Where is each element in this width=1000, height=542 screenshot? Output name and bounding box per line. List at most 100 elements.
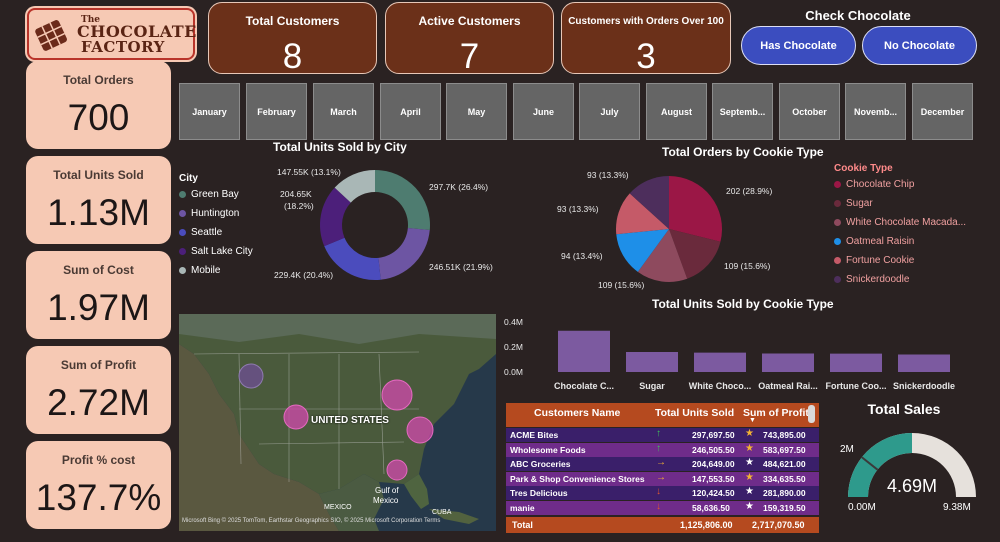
- slice-mobile[interactable]: [334, 170, 375, 203]
- bar-4[interactable]: [830, 353, 882, 372]
- legend-item[interactable]: Seattle: [179, 223, 253, 242]
- legend-dot: [834, 200, 841, 207]
- y-tick-label: 0.4M: [504, 317, 523, 327]
- legend-item[interactable]: White Chocolate Macada...: [834, 213, 966, 232]
- month-slicer-march[interactable]: March: [313, 83, 374, 140]
- month-slicer-december[interactable]: December: [912, 83, 973, 140]
- legend-item[interactable]: Mobile: [179, 261, 253, 280]
- data-label-salt-lake-a: 204.65K: [280, 189, 312, 199]
- month-slicer-january[interactable]: January: [179, 83, 240, 140]
- month-slicer-may[interactable]: May: [446, 83, 507, 140]
- city-chart-title: Total Units Sold by City: [273, 140, 407, 154]
- slice-snickerdoodle[interactable]: [629, 176, 669, 229]
- map-bubble[interactable]: [238, 363, 264, 389]
- trend-arrow-icon: ↓: [656, 500, 661, 512]
- map-label-united-states: UNITED STATES: [311, 415, 389, 426]
- month-slicer-october[interactable]: October: [779, 83, 840, 140]
- no-chocolate-button[interactable]: No Chocolate: [862, 26, 977, 65]
- bar-3[interactable]: [762, 353, 814, 373]
- kpi-card-sum-of-cost: Sum of Cost 1.97M: [26, 251, 171, 339]
- legend-item[interactable]: Salt Lake City: [179, 242, 253, 261]
- slice-oatmeal-raisin[interactable]: [616, 229, 669, 272]
- legend-item[interactable]: Fortune Cookie: [834, 251, 966, 270]
- bar-1[interactable]: [626, 352, 678, 372]
- month-slicer-june[interactable]: June: [513, 83, 574, 140]
- gauge-title: Total Sales: [867, 401, 941, 417]
- legend-item[interactable]: Huntington: [179, 204, 253, 223]
- bar-5[interactable]: [898, 354, 950, 373]
- slice-chocolate-chip[interactable]: [669, 176, 722, 242]
- table-row[interactable]: ACME Bites ↑ 297,697.50 ★ 743,895.00: [506, 428, 819, 442]
- data-label-white-chocolate: 109 (15.6%): [598, 280, 645, 290]
- data-label-fortune: 93 (13.3%): [557, 204, 599, 214]
- data-label-huntington: 246.51K (21.9%): [429, 262, 493, 272]
- data-label-chocolate-chip: 202 (28.9%): [726, 186, 773, 196]
- slice-seattle[interactable]: [324, 237, 381, 280]
- map-bubble[interactable]: [406, 416, 434, 444]
- x-tick-label: Sugar: [639, 381, 665, 391]
- rating-star-icon: ★: [745, 500, 754, 512]
- logo-text-line2: FACTORY: [81, 38, 165, 56]
- legend-item[interactable]: Oatmeal Raisin: [834, 232, 966, 251]
- profit-cell: 281,890.00: [763, 488, 806, 498]
- cookie-legend: Chocolate Chip Sugar White Chocolate Mac…: [834, 175, 966, 289]
- legend-label: Mobile: [191, 265, 221, 276]
- kpi-card-total-customers: Total Customers 8: [208, 2, 377, 76]
- gauge-target-marker: [861, 456, 879, 471]
- slice-huntington[interactable]: [378, 227, 430, 280]
- month-slicer-august[interactable]: August: [646, 83, 707, 140]
- legend-label: Snickerdoodle: [846, 274, 910, 285]
- kpi-label: Customers with Orders Over 100: [568, 16, 724, 27]
- legend-item[interactable]: Green Bay: [179, 185, 253, 204]
- legend-item[interactable]: Snickerdoodle: [834, 270, 966, 289]
- has-chocolate-button[interactable]: Has Chocolate: [741, 26, 856, 65]
- slice-fortune-cookie[interactable]: [616, 193, 669, 235]
- map-bubble[interactable]: [283, 404, 309, 430]
- map-bubble[interactable]: [386, 459, 408, 481]
- profit-cell: 743,895.00: [763, 430, 806, 440]
- legend-item[interactable]: Chocolate Chip: [834, 175, 966, 194]
- map-bubble-layer: [238, 363, 434, 481]
- gauge-fill: [848, 433, 912, 497]
- table-row[interactable]: Park & Shop Convenience Stores → 147,553.5…: [506, 471, 819, 486]
- map-background: [179, 314, 496, 531]
- month-slicer-february[interactable]: February: [246, 83, 307, 140]
- data-label-green-bay: 297.7K (26.4%): [429, 182, 489, 192]
- kpi-value: 8: [282, 37, 303, 76]
- slice-sugar[interactable]: [669, 229, 721, 279]
- month-slicer-september[interactable]: Septemb...: [712, 83, 773, 140]
- profit-cell: 484,621.00: [763, 459, 806, 469]
- profit-cell: 159,319.50: [763, 502, 806, 513]
- legend-item[interactable]: Sugar: [834, 194, 966, 213]
- table-row[interactable]: ABC Groceries → 204,649.00 ★ 484,621.00: [506, 457, 819, 471]
- table-row[interactable]: Tres Delicious ↓ 120,424.50 ★ 281,890.00: [506, 486, 819, 500]
- customer-map[interactable]: UNITED STATES MEXICO Gulf of Mexico CUBA…: [179, 314, 496, 531]
- legend-label: Fortune Cookie: [846, 255, 915, 266]
- legend-label: Chocolate Chip: [846, 179, 915, 190]
- col-header-customer[interactable]: Customers Name: [534, 407, 621, 419]
- bar-2[interactable]: [694, 352, 746, 372]
- slice-green-bay[interactable]: [375, 170, 430, 230]
- slice-white-chocolate-macadamia[interactable]: [637, 229, 688, 282]
- table-scrollbar[interactable]: [808, 405, 815, 423]
- table-row[interactable]: Wholesome Foods ↑ 246,505.50 ★ 583,697.50: [506, 442, 819, 457]
- bar-0[interactable]: [558, 330, 610, 372]
- sort-desc-icon[interactable]: ▼: [749, 417, 756, 424]
- total-sales-gauge: [848, 433, 976, 497]
- legend-dot: [179, 191, 186, 198]
- col-header-units[interactable]: Total Units Sold: [655, 407, 735, 419]
- kpi-value: 700: [67, 97, 130, 138]
- month-slicer-april[interactable]: April: [380, 83, 441, 140]
- table-row[interactable]: manie ↓ 58,636.50 ★ 159,319.50: [506, 500, 819, 515]
- gauge-max: 9.38M: [943, 502, 971, 513]
- map-bubble[interactable]: [381, 379, 413, 411]
- col-header-profit[interactable]: Sum of Profit: [743, 407, 809, 419]
- month-slicer-november[interactable]: Novemb...: [845, 83, 906, 140]
- legend-dot: [834, 276, 841, 283]
- month-slicer-july[interactable]: July: [579, 83, 640, 140]
- slice-salt-lake-city[interactable]: [320, 187, 351, 247]
- cookie-legend-title: Cookie Type: [834, 163, 893, 174]
- data-label-oatmeal: 94 (13.4%): [561, 251, 603, 261]
- cookie-chart-title: Total Orders by Cookie Type: [662, 145, 824, 159]
- kpi-card-customers-over-100: Customers with Orders Over 100 3: [561, 2, 731, 76]
